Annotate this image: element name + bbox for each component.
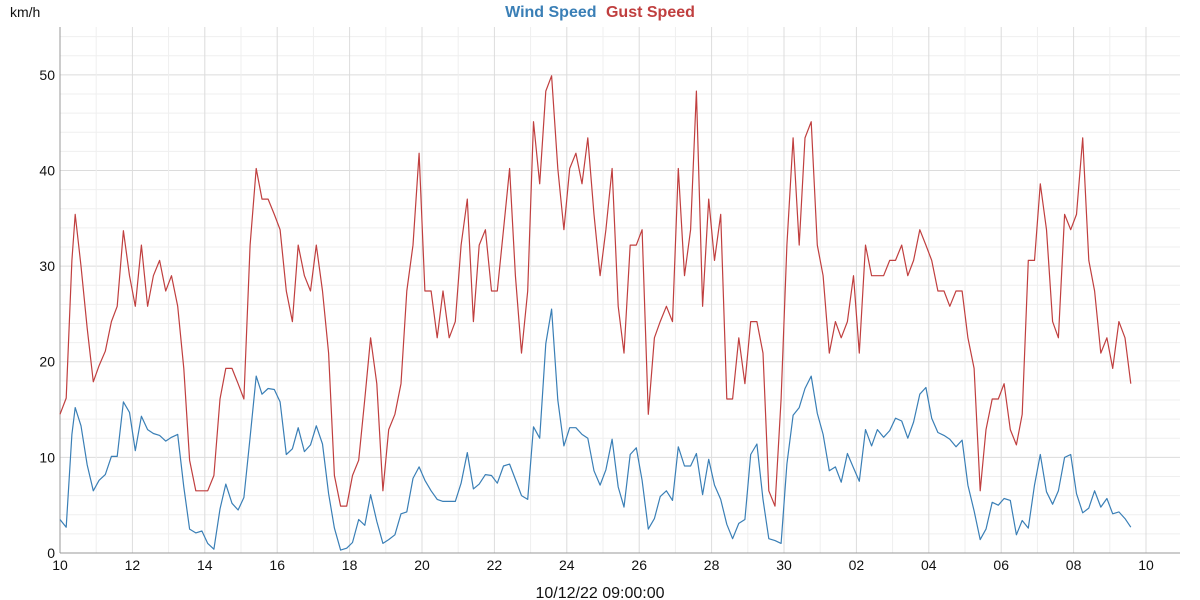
- x-tick-label: 10: [52, 557, 68, 573]
- y-axis-ticks: 0 10 20 30 40 50: [39, 67, 55, 561]
- y-tick-label: 10: [39, 449, 55, 465]
- x-tick-label: 16: [269, 557, 285, 573]
- plot-area: [59, 27, 1180, 554]
- y-tick-label: 40: [39, 162, 55, 178]
- gust-speed-line: [59, 75, 1132, 507]
- y-tick-label: 0: [47, 545, 55, 561]
- x-tick-label: 22: [487, 557, 503, 573]
- x-tick-label: 26: [631, 557, 647, 573]
- x-tick-label: 04: [921, 557, 937, 573]
- x-axis-label: 10/12/22 09:00:00: [535, 585, 664, 600]
- x-tick-label: 20: [414, 557, 430, 573]
- chart-legend: Wind Speed Gust Speed: [505, 4, 695, 21]
- x-tick-label: 30: [776, 557, 792, 573]
- x-tick-label: 18: [342, 557, 358, 573]
- x-tick-label: 14: [197, 557, 213, 573]
- series-layer: [59, 75, 1132, 551]
- x-axis-ticks: 10 12 14 16 18 20 22 24 26 28 30 02 04 06 08 10: [52, 557, 1154, 573]
- x-tick-label: 12: [125, 557, 141, 573]
- y-tick-label: 30: [39, 258, 55, 274]
- grid-lines: [59, 27, 1180, 554]
- legend-wind-speed: Wind Speed: [505, 4, 596, 21]
- y-tick-label: 20: [39, 354, 55, 370]
- wind-speed-line: [59, 308, 1132, 551]
- y-tick-label: 50: [39, 67, 55, 83]
- x-tick-label: 10: [1138, 557, 1154, 573]
- x-tick-label: 08: [1066, 557, 1082, 573]
- legend-gust-speed: Gust Speed: [606, 4, 695, 21]
- x-tick-label: 28: [704, 557, 720, 573]
- y-axis-unit-label: km/h: [10, 4, 40, 20]
- x-tick-label: 06: [993, 557, 1009, 573]
- x-tick-label: 02: [849, 557, 865, 573]
- x-tick-label: 24: [559, 557, 575, 573]
